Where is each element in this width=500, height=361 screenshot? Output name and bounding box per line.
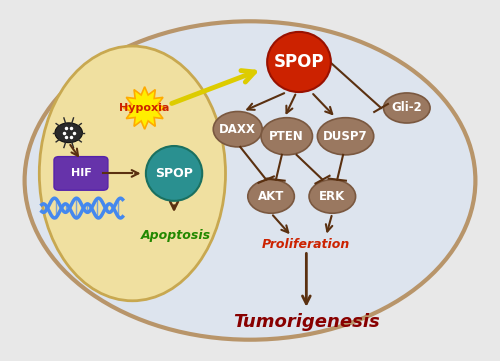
Text: AKT: AKT — [258, 190, 284, 203]
Text: SPOP: SPOP — [155, 167, 193, 180]
FancyBboxPatch shape — [54, 157, 108, 190]
Ellipse shape — [40, 46, 226, 301]
Ellipse shape — [248, 180, 294, 213]
Ellipse shape — [384, 93, 430, 123]
Ellipse shape — [267, 32, 331, 92]
Polygon shape — [124, 87, 166, 129]
Text: Apoptosis: Apoptosis — [140, 229, 210, 242]
Text: Tumorigenesis: Tumorigenesis — [233, 313, 380, 331]
Ellipse shape — [261, 118, 312, 155]
Ellipse shape — [309, 180, 356, 213]
Text: Hypoxia: Hypoxia — [120, 103, 170, 113]
Ellipse shape — [318, 118, 374, 155]
Ellipse shape — [24, 21, 475, 340]
Text: PTEN: PTEN — [270, 130, 304, 143]
Text: Proliferation: Proliferation — [262, 238, 350, 251]
Text: DAXX: DAXX — [220, 123, 256, 136]
Text: ERK: ERK — [319, 190, 345, 203]
Text: HIF: HIF — [70, 169, 92, 178]
Circle shape — [55, 123, 82, 143]
Text: SPOP: SPOP — [274, 53, 324, 71]
Text: DUSP7: DUSP7 — [323, 130, 368, 143]
Ellipse shape — [146, 146, 202, 201]
Ellipse shape — [213, 112, 262, 147]
Text: Gli-2: Gli-2 — [392, 101, 422, 114]
